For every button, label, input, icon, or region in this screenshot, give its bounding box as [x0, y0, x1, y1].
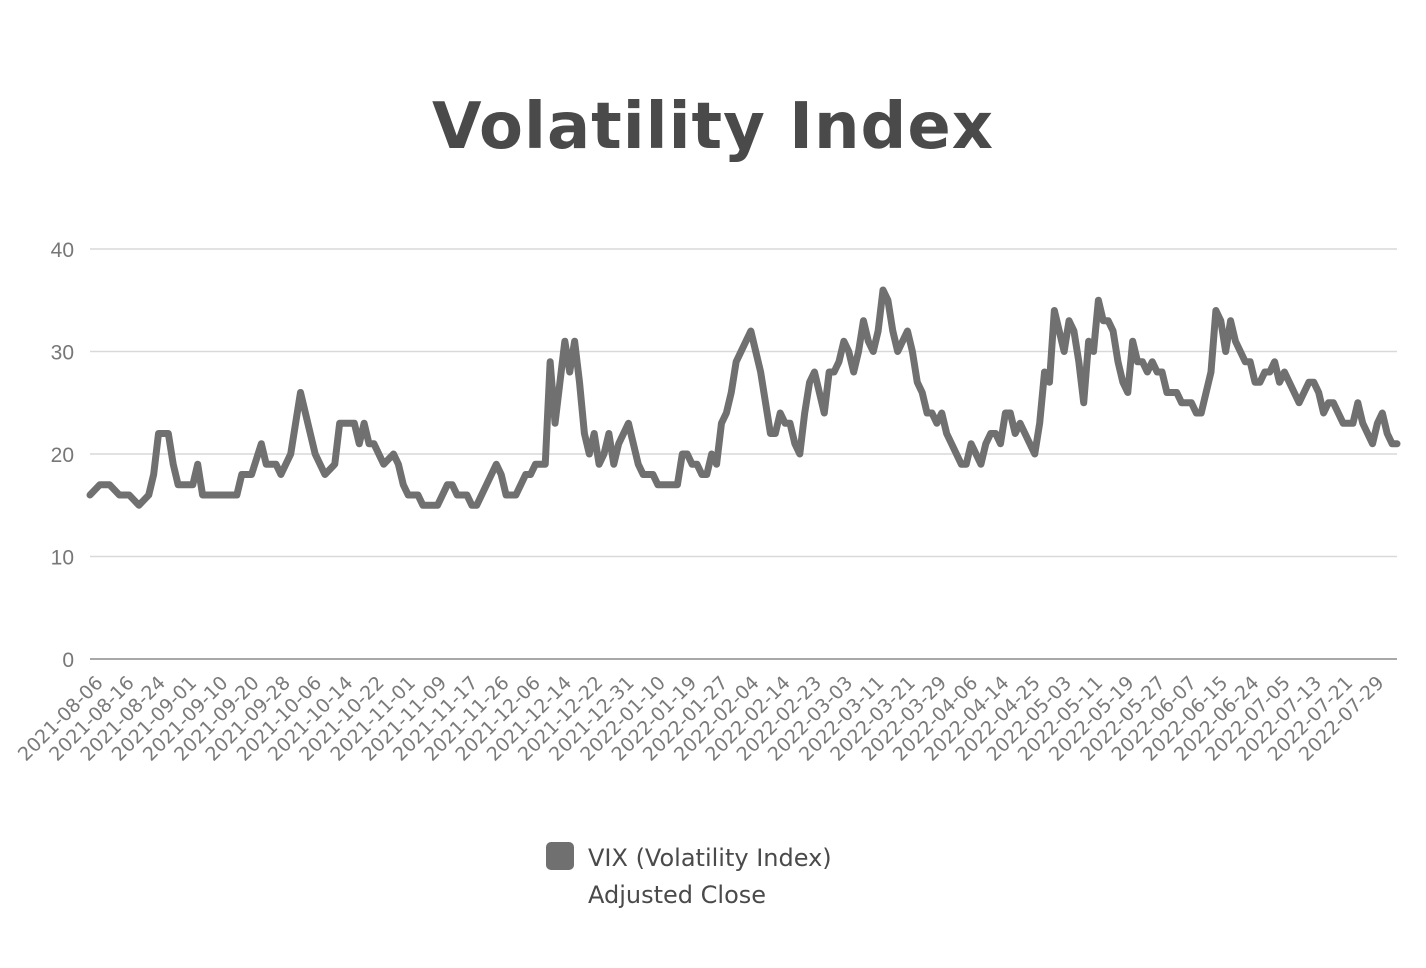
y-axis-tick-labels: 0 10 20 30 40: [51, 239, 74, 672]
series-layer: [86, 286, 1401, 509]
legend-label-line1: VIX (Volatility Index): [588, 844, 832, 872]
gridlines: [90, 248, 1397, 660]
y-tick-label: 0: [62, 649, 74, 672]
chart-title: Volatility Index: [432, 90, 994, 164]
x-axis-tick-labels: 2021-08-062021-08-162021-08-242021-09-01…: [14, 672, 1389, 766]
legend-label: VIX (Volatility Index) Adjusted Close: [588, 840, 868, 914]
y-tick-label: 30: [51, 342, 74, 365]
legend-swatch: [546, 842, 574, 870]
y-tick-label: 20: [51, 444, 74, 467]
y-tick-label: 10: [51, 547, 74, 570]
legend-label-line2: Adjusted Close: [588, 881, 767, 909]
legend: VIX (Volatility Index) Adjusted Close: [546, 840, 868, 914]
y-tick-label: 40: [51, 239, 74, 262]
series-line-vix: [86, 286, 1401, 509]
